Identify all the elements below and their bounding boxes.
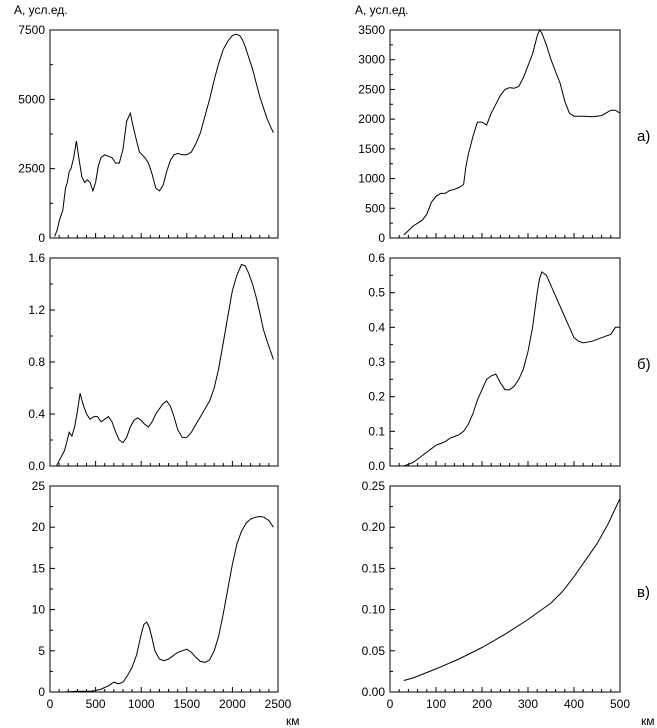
y-tick-label: 0 (378, 231, 385, 245)
x-tick-label: 2500 (265, 697, 292, 711)
y-tick-label: 1.6 (28, 251, 45, 265)
y-tick-label: 1000 (358, 172, 385, 186)
x-tick-label: 400 (564, 697, 584, 711)
x-tick-label: 300 (518, 697, 538, 711)
plot-frame (49, 257, 279, 467)
y-tick-label: 20 (32, 520, 46, 534)
right-ylabel: A, усл.ед. (355, 3, 409, 17)
y-tick-label: 15 (32, 561, 46, 575)
y-tick-label: 0.0 (28, 459, 45, 473)
panel-right-a: 0 500 1000 1500 2000 2500 3000 3500 (358, 23, 621, 245)
y-tick-label: 10 (32, 603, 46, 617)
plot-frame (389, 485, 621, 693)
y-tick-label: 0.2 (368, 390, 385, 404)
panel-left-b: 0.0 0.4 0.8 1.2 1.6 (28, 251, 279, 473)
panel-left-a: 0 2500 5000 7500 (18, 23, 279, 245)
y-tick-label: 0 (38, 231, 45, 245)
series-line (54, 33, 274, 237)
y-tick-label: 2500 (358, 82, 385, 96)
left-x-unit: км (286, 714, 300, 728)
x-tick-label: 1500 (173, 697, 200, 711)
y-tick-label: 5000 (18, 92, 45, 106)
series-line (55, 263, 274, 467)
series-line (403, 498, 621, 681)
x-tick-label: 1000 (128, 697, 155, 711)
panel-right-c: 0.00 0.05 0.10 0.15 0.20 0.25 0 100 200 300 400 500 (362, 479, 631, 711)
y-tick-label: 7500 (18, 23, 45, 37)
panel-left-c: 0 5 10 15 20 25 0 500 1000 1500 2000 2500 (32, 479, 292, 711)
panel-right-b: 0.0 0.1 0.2 0.3 0.4 0.5 0.6 (368, 251, 621, 473)
y-tick-label: 0.4 (28, 407, 45, 421)
plot-frame (49, 29, 279, 239)
y-tick-label: 0.0 (368, 459, 385, 473)
y-tick-label: 3000 (358, 53, 385, 67)
x-tick-label: 100 (426, 697, 446, 711)
y-tick-label: 0.20 (362, 520, 386, 534)
y-tick-label: 0.5 (368, 286, 385, 300)
panels: 0250050007500050010001500200025003000350… (18, 23, 630, 711)
y-tick-label: 0.1 (368, 424, 385, 438)
row-label-b: б) (637, 356, 651, 373)
plot-frame (389, 29, 621, 239)
y-tick-label: 0.05 (362, 644, 386, 658)
y-tick-label: 0.10 (362, 603, 386, 617)
row-label-a: а) (637, 128, 650, 145)
y-tick-label: 5 (38, 644, 45, 658)
x-tick-label: 0 (387, 697, 394, 711)
y-tick-label: 0.6 (368, 251, 385, 265)
x-tick-label: 500 (86, 697, 106, 711)
x-tick-label: 500 (610, 697, 630, 711)
y-tick-label: 1.2 (28, 303, 45, 317)
y-tick-label: 500 (365, 201, 385, 215)
y-tick-label: 1500 (358, 142, 385, 156)
y-tick-label: 3500 (358, 23, 385, 37)
y-tick-label: 25 (32, 479, 46, 493)
right-x-unit: км (641, 714, 655, 728)
x-tick-label: 200 (472, 697, 492, 711)
series-line (63, 515, 274, 693)
row-label-c: в) (637, 584, 650, 601)
y-tick-label: 2500 (18, 162, 45, 176)
y-tick-label: 0.3 (368, 355, 385, 369)
y-tick-label: 2000 (358, 112, 385, 126)
series-line (403, 271, 620, 467)
x-tick-label: 0 (47, 697, 54, 711)
y-tick-label: 0 (38, 685, 45, 699)
y-tick-label: 0.4 (368, 320, 385, 334)
x-tick-label: 2000 (219, 697, 246, 711)
series-line (403, 28, 621, 236)
left-ylabel: A, усл.ед. (14, 3, 68, 17)
plot-frame (389, 257, 621, 467)
y-tick-label: 0.15 (362, 561, 386, 575)
y-tick-label: 0.8 (28, 355, 45, 369)
y-tick-label: 0.25 (362, 479, 386, 493)
y-tick-label: 0.00 (362, 685, 386, 699)
